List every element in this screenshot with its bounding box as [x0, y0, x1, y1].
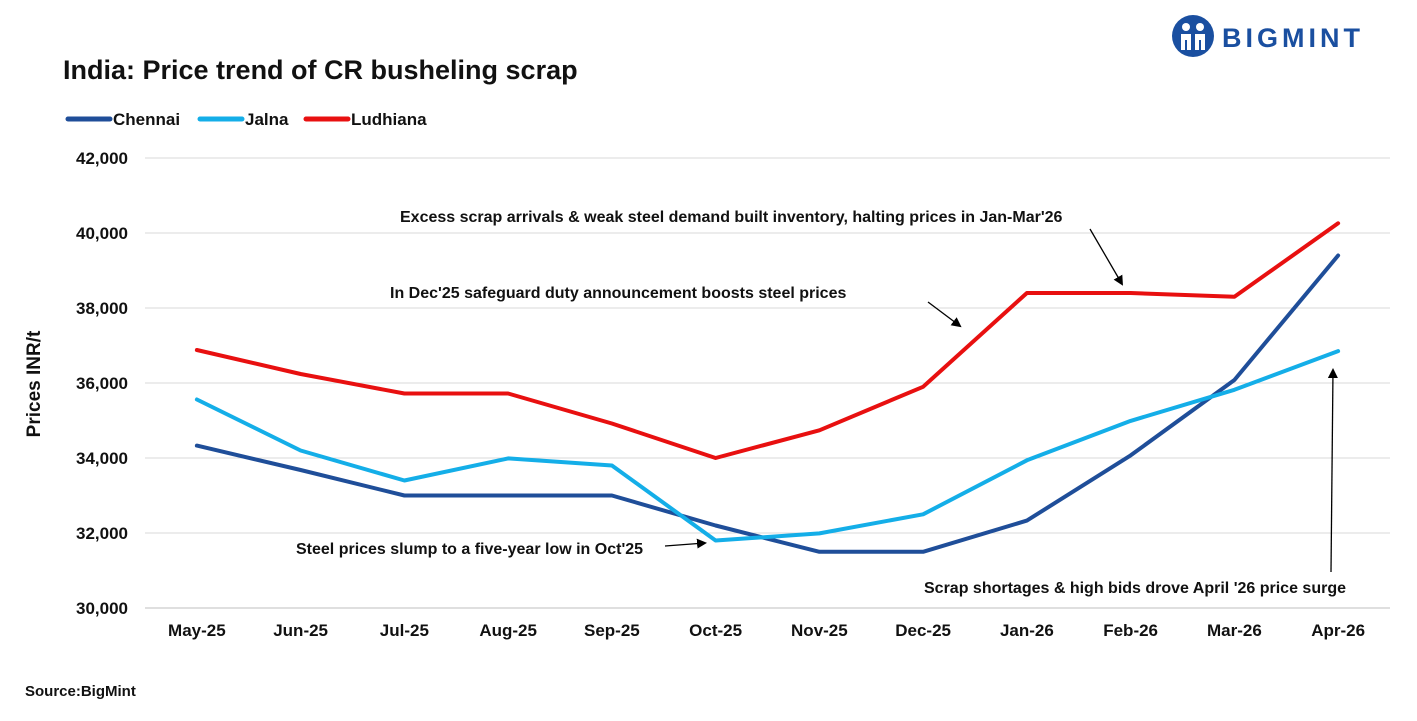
annotation-inventory: Excess scrap arrivals & weak steel deman…: [400, 209, 1063, 226]
y-axis-label: Prices INR/t: [24, 330, 45, 437]
annotations: Excess scrap arrivals & weak steel deman…: [296, 209, 1346, 597]
x-tick-label: Nov-25: [791, 621, 848, 640]
y-tick-label: 40,000: [76, 224, 128, 243]
annotation-oct-low: Steel prices slump to a five-year low in…: [296, 541, 643, 558]
annotation-april-surge-arrow: [1327, 368, 1338, 573]
x-tick-label: May-25: [168, 621, 226, 640]
legend-label-jalna: Jalna: [245, 110, 289, 129]
x-tick-label: Oct-25: [689, 621, 742, 640]
y-tick-label: 42,000: [76, 149, 128, 168]
y-tick-label: 38,000: [76, 299, 128, 318]
series-group: [194, 221, 1341, 554]
annotation-safeguard: In Dec'25 safeguard duty announcement bo…: [390, 285, 846, 302]
bigmint-logo: BIGMINT: [1172, 15, 1364, 57]
legend-label-ludhiana: Ludhiana: [351, 110, 427, 129]
y-axis: 30,000 32,000 34,000 36,000 38,000 40,000 42,0…: [76, 149, 128, 618]
annotation-inventory-arrow: [1089, 228, 1124, 286]
x-tick-label: Dec-25: [895, 621, 951, 640]
y-tick-label: 32,000: [76, 524, 128, 543]
x-tick-label: Jul-25: [380, 621, 429, 640]
x-tick-label: Aug-25: [479, 621, 537, 640]
series-line-jalna: [194, 349, 1341, 543]
x-tick-label: Jun-25: [273, 621, 328, 640]
x-tick-label: Sep-25: [584, 621, 640, 640]
x-tick-label: Jan-26: [1000, 621, 1054, 640]
legend: Chennai Jalna Ludhiana: [65, 110, 427, 129]
chart-title: India: Price trend of CR busheling scrap: [63, 55, 578, 85]
legend-label-chennai: Chennai: [113, 110, 180, 129]
series-line-ludhiana: [194, 221, 1341, 460]
x-tick-label: Feb-26: [1103, 621, 1158, 640]
annotation-safeguard-arrow: [927, 301, 962, 328]
x-tick-label: Mar-26: [1207, 621, 1262, 640]
annotation-april-surge: Scrap shortages & high bids drove April …: [924, 580, 1346, 597]
bigmint-logo-icon: [1172, 15, 1214, 57]
source-note: Source:BigMint: [25, 683, 136, 700]
y-tick-label: 30,000: [76, 599, 128, 618]
y-tick-label: 36,000: [76, 374, 128, 393]
x-tick-label: Apr-26: [1311, 621, 1365, 640]
y-tick-label: 34,000: [76, 449, 128, 468]
brand-name: BIGMINT: [1222, 23, 1364, 53]
annotation-oct-low-arrow: [664, 538, 707, 549]
x-axis: May-25 Jun-25 Jul-25 Aug-25 Sep-25 Oct-25 Nov-…: [168, 621, 1365, 640]
